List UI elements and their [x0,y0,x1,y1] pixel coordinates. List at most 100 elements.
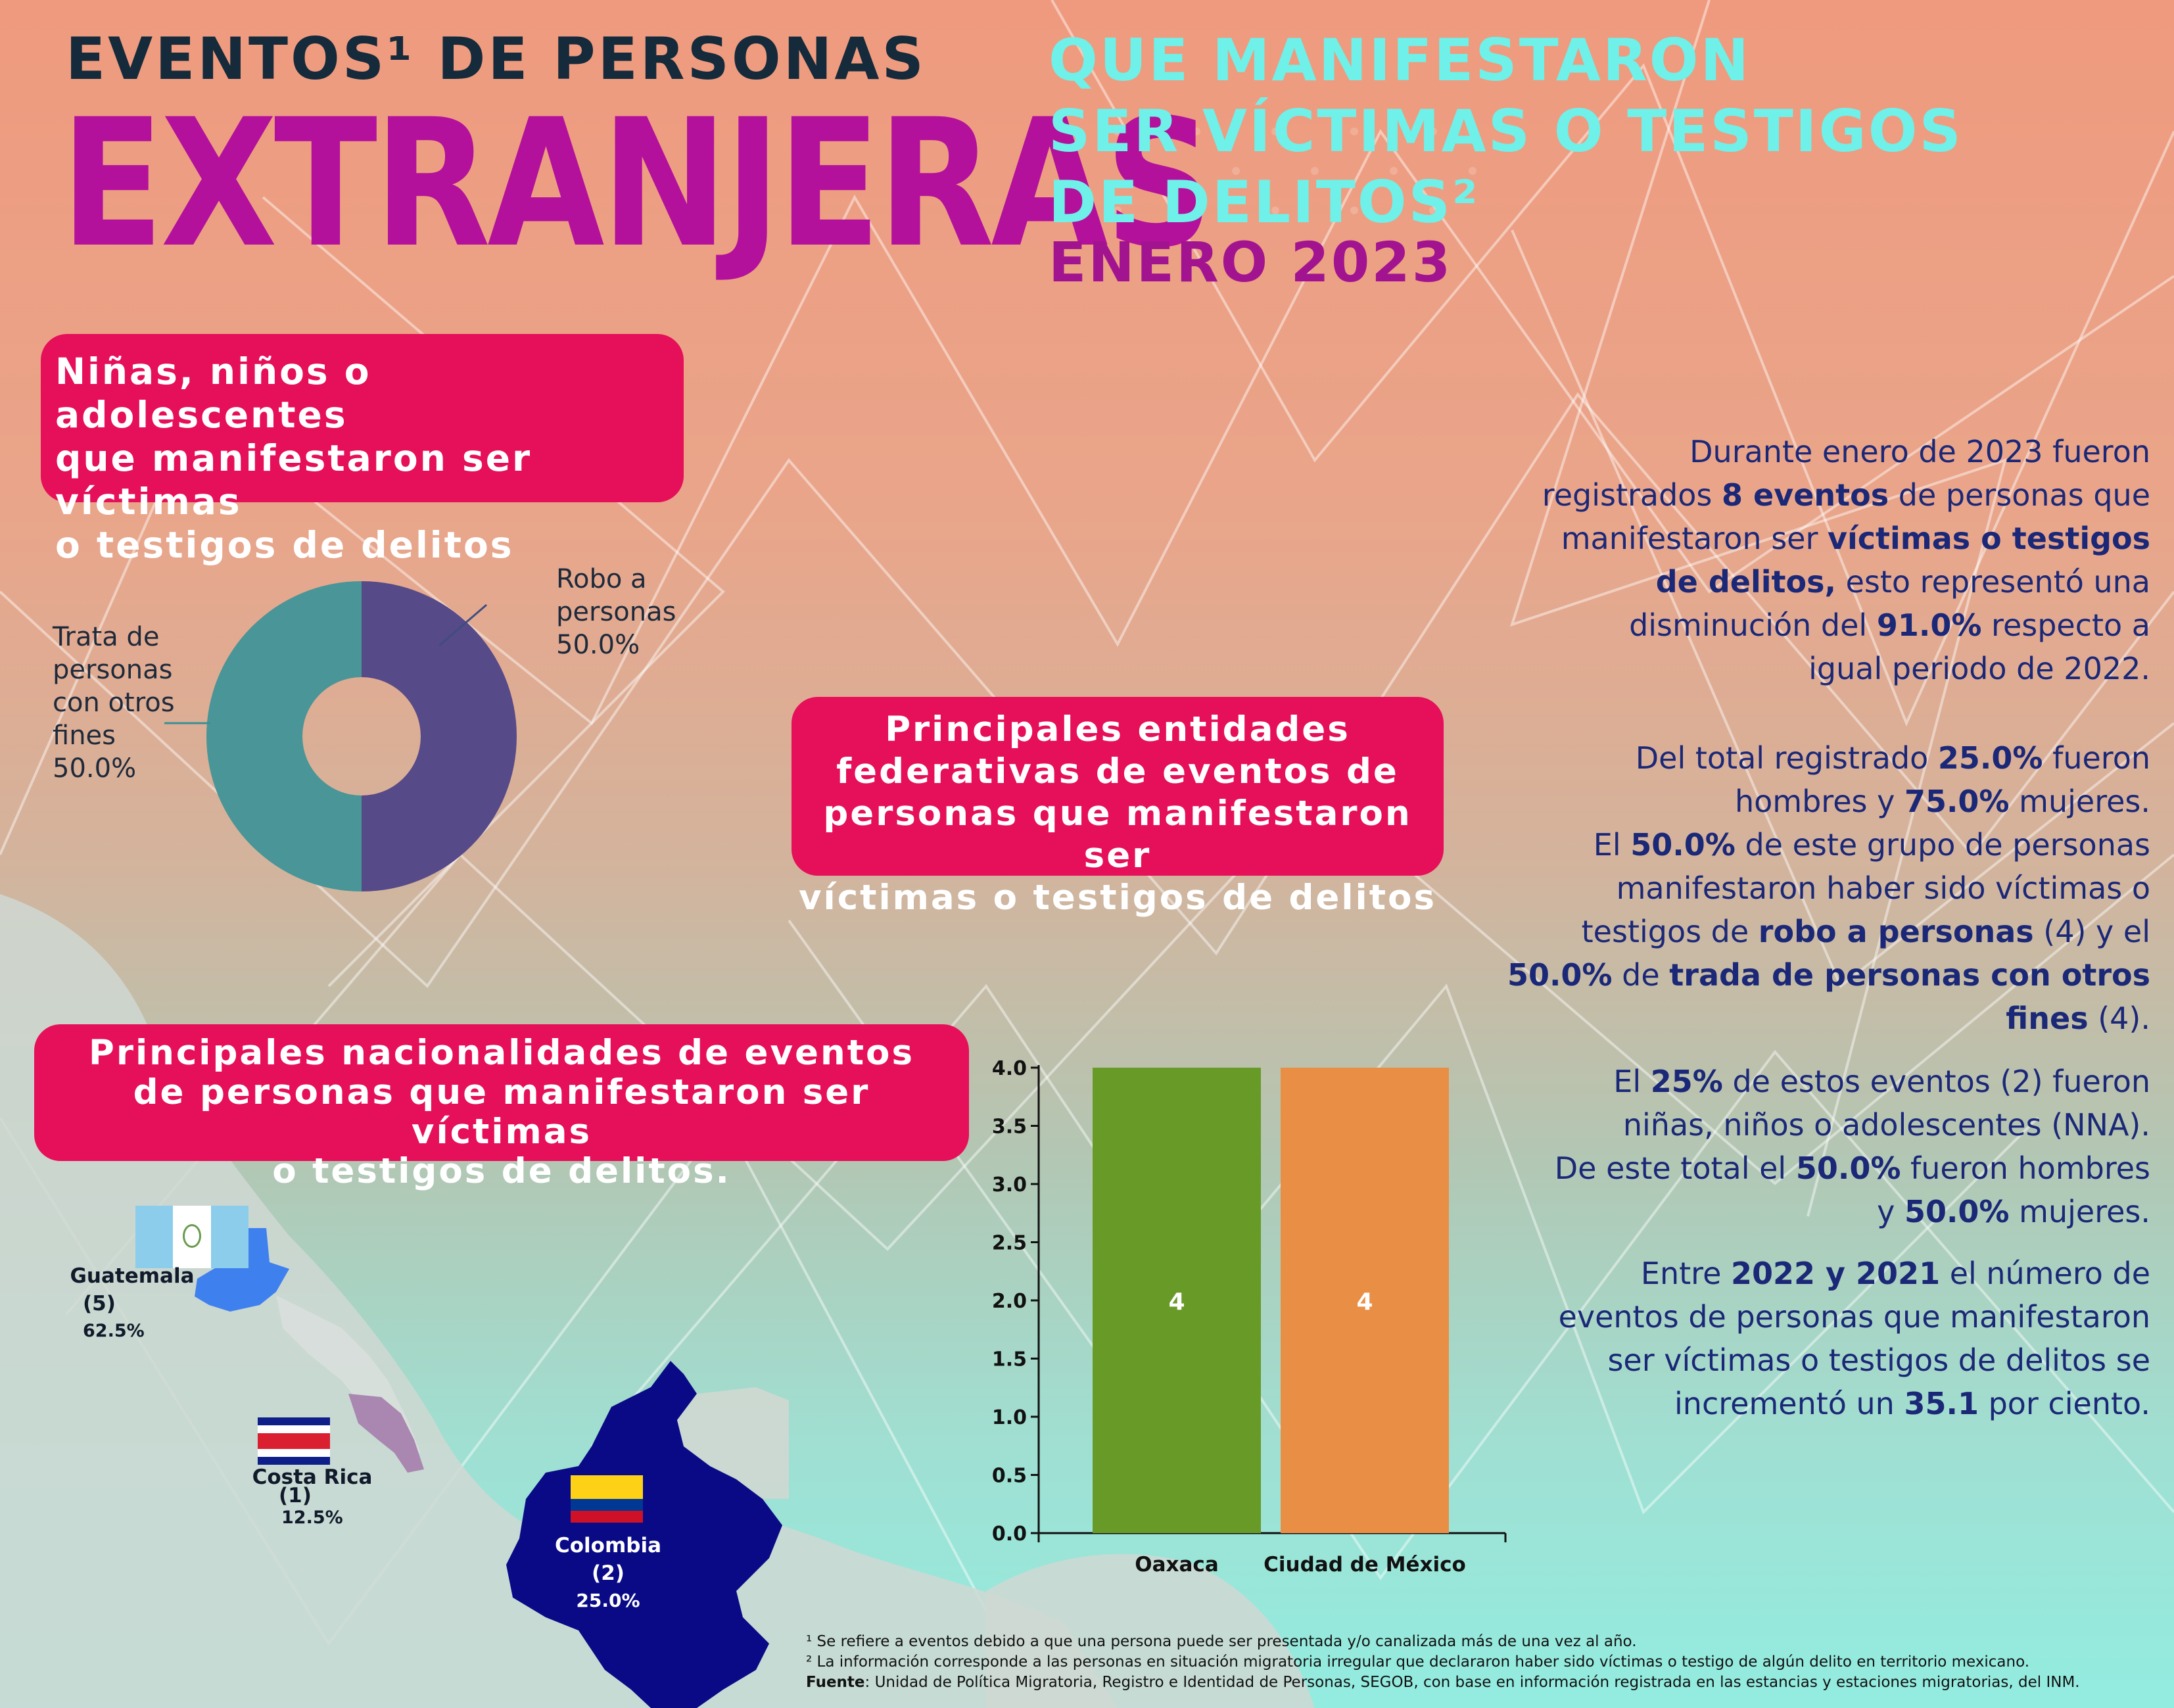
bar-1 [1093,1068,1261,1533]
nna-box-line-2: que manifestaron ser víctimas [55,437,532,523]
y-tick-label: 1.0 [992,1406,1027,1429]
p3-t7: mujeres. [2009,1194,2150,1229]
p3-t5: fueron hombres [1901,1151,2150,1186]
p2-t6: de este grupo de personas [1735,827,2150,863]
bar-data-label: 4 [1168,1289,1185,1316]
entidades-box-line-4: víctimas o testigos de delitos [798,878,1436,918]
p2-t7: manifestaron haber sido víctimas o [1616,870,2150,906]
nationalities-map [195,1228,789,1708]
p3-b3: 50.0% [1904,1194,2010,1229]
p1-t7: respecto a [1981,607,2150,643]
guatemala-name: Guatemala [70,1264,195,1288]
p1-t1: Durante enero de 2023 fueron [1690,434,2150,469]
p4-t5: incrementó un [1674,1386,1904,1421]
y-tick-label: 3.5 [992,1116,1027,1139]
entidades-box-line-3: personas que manifestaron ser [823,794,1412,876]
p2-t9: (4) y el [2033,914,2150,949]
guatemala-pct: 62.5% [83,1321,145,1341]
label-guatemala: Guatemala [63,1262,201,1290]
y-tick-label: 1.5 [992,1348,1027,1371]
p3-t3: niñas, niños o adolescentes (NNA). [1622,1107,2150,1143]
p3-b2: 50.0% [1795,1151,1901,1186]
nacionalidades-box: Principales nacionalidades de eventos de… [34,1024,969,1191]
p1-t8: igual periodo de 2022. [1808,651,2150,686]
subtitle-line-2: SER VÍCTIMAS O TESTIGOS [1049,97,1963,165]
summary-paragraph-1: Durante enero de 2023 fueron registrados… [1453,430,2150,690]
costa-rica-pct: 12.5% [281,1507,343,1528]
map-guatemala [195,1228,289,1312]
x-category-label: Oaxaca [1135,1553,1218,1577]
nacionalidades-box-line-2: de personas que manifestaron ser víctima… [133,1072,870,1152]
nna-box-line-1: Niñas, niños o adolescentes [55,350,371,436]
leader-line-robo [438,604,487,647]
p1-b3: de delitos, [1655,564,1836,600]
pie-label-trata-5: 50.0% [53,753,137,784]
subtitle-line-3: DE DELITOS² [1049,168,1480,236]
p4-b2: 35.1 [1904,1386,1979,1421]
y-tick-label: 2.5 [992,1232,1027,1255]
summary-paragraph-2: Del total registrado 25.0% fueron hombre… [1453,736,2150,1040]
p2-t8: testigos de [1581,914,1759,949]
p2-b6: trada de personas con otros [1669,957,2150,993]
pie-label-robo: Robo a personas 50.0% [556,563,676,661]
p2-t5: El [1593,827,1631,863]
footnote-2: ² La información corresponde a las perso… [806,1653,2030,1671]
p2-t3: hombres y [1734,784,1904,819]
p2-t2: fueron [2043,740,2150,776]
p1-t2: registrados [1542,477,1722,513]
guatemala-count: (5) [83,1292,116,1316]
bar-data-label: 4 [1356,1289,1373,1316]
entidades-box-line-1: Principales entidades [885,709,1350,749]
donut-slice-1 [362,581,517,891]
pie-label-trata: Trata de personas con otros fines 50.0% [53,621,175,785]
y-tick-label: 4.0 [992,1057,1027,1080]
p3-t2: de estos eventos (2) fueron [1722,1064,2150,1099]
subtitle-line-1: QUE MANIFESTARON [1049,26,1751,94]
colombia-count: (2) [592,1561,625,1585]
p2-b7: fines [2006,1001,2089,1036]
p3-t1: El [1613,1064,1651,1099]
landmass-south [986,1554,1315,1708]
p2-b4: robo a personas [1758,914,2034,949]
entidades-box-line-2: federativas de eventos de [836,751,1399,792]
map-venezuela [677,1387,789,1499]
y-tick-label: 0.5 [992,1465,1027,1488]
y-tick-label: 0.0 [992,1523,1027,1546]
p2-t10: de [1612,957,1670,993]
pie-label-trata-3: con otros [53,688,175,718]
landmass [0,894,1118,1708]
pie-label-trata-2: personas [53,655,173,685]
label-costa-rica-count: (1) 12.5% [279,1484,343,1529]
p2-b5: 50.0% [1507,957,1613,993]
costa-rica-name: Costa Rica [252,1465,373,1489]
colombia-flag-icon [571,1475,643,1523]
label-colombia: Colombia (2) 25.0% [546,1532,671,1615]
x-category-label: Ciudad de México [1264,1553,1466,1577]
summary-paragraph-4: Entre 2022 y 2021 el número de eventos d… [1453,1252,2150,1425]
p1-t3: de personas que [1889,477,2150,513]
p3-t6: y [1877,1194,1904,1229]
y-tick-label: 3.0 [992,1174,1027,1197]
bar-chart: 0.0 0.5 1.0 1.5 2.0 2.5 3.0 3.5 4.0 4 Oaxaca 4 Ciuda… [992,1057,1507,1577]
pie-label-robo-1: Robo a [556,564,647,594]
p1-b4: 91.0% [1876,607,1982,643]
nna-box-line-3: o testigos de delitos [55,524,514,566]
p1-b1: 8 eventos [1722,477,1889,513]
p2-t11: (4). [2088,1001,2150,1036]
pie-label-trata-1: Trata de [53,622,160,652]
p1-b2: víctimas o testigos [1828,521,2150,556]
pie-label-robo-3: 50.0% [556,630,640,660]
map-costa-rica [348,1394,424,1473]
entidades-box: Principales entidades federativas de eve… [792,697,1444,918]
p2-t4: mujeres. [2009,784,2150,819]
colombia-pct: 25.0% [576,1590,640,1611]
nacionalidades-box-line-3: o testigos de delitos. [272,1151,731,1191]
map-colombia [506,1361,782,1708]
p4-b1: 2022 y 2021 [1731,1256,1941,1291]
donut-slice-2 [206,581,362,891]
title-subtitle: QUE MANIFESTARON SER VÍCTIMAS O TESTIGOS… [1049,25,1963,238]
pie-label-trata-4: fines [53,721,116,751]
title-line-1: EVENTOS¹ DE PERSONAS [66,25,926,93]
title-period: ENERO 2023 [1049,230,1453,295]
